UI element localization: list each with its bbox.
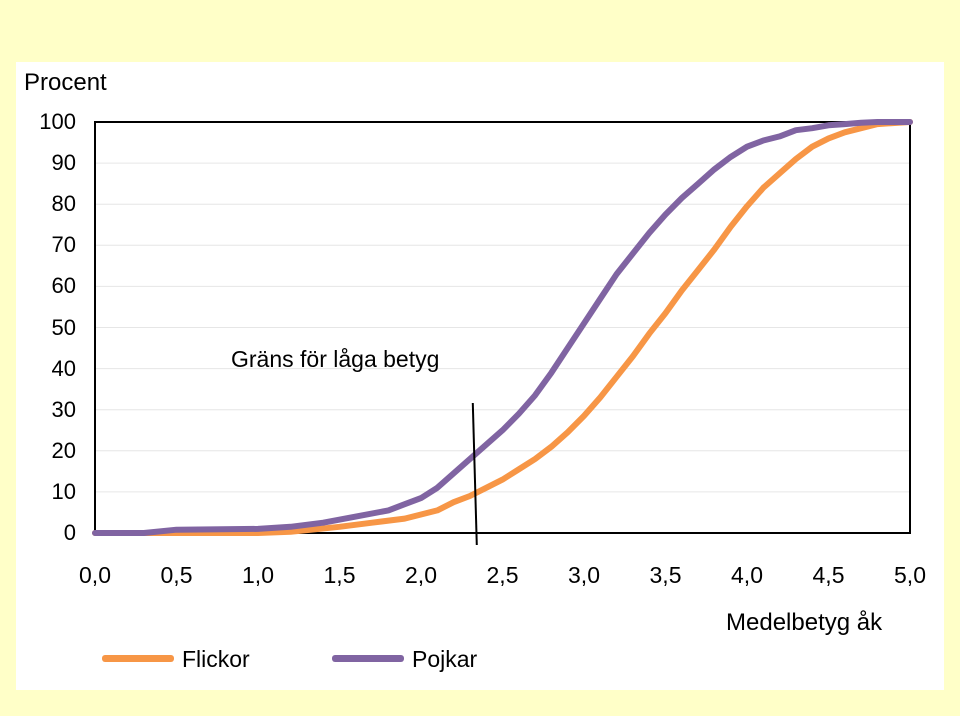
y-tick-label: 90 [51, 150, 76, 176]
legend-swatch-pojkar [332, 655, 404, 662]
x-tick-label: 3,5 [649, 562, 682, 588]
y-tick-label: 80 [51, 191, 76, 217]
series-line-pojkar [92, 119, 913, 536]
threshold-annotation: Gräns för låga betyg [231, 346, 440, 372]
x-tick-label: 4,0 [731, 562, 763, 588]
y-tick-label: 100 [39, 109, 76, 134]
gridlines [95, 162, 910, 493]
legend-label-pojkar: Pojkar [412, 646, 478, 672]
y-tick-label: 50 [51, 314, 76, 340]
x-tick-label: 2,5 [486, 562, 519, 588]
y-axis-title: Procent [24, 69, 107, 96]
x-tick-label: 5,0 [894, 562, 926, 588]
legend-label-flickor: Flickor [182, 646, 250, 672]
y-tick-label: 20 [51, 437, 76, 463]
y-tick-label: 60 [51, 273, 76, 299]
plot-area [94, 121, 911, 534]
y-tick-label: 70 [51, 232, 76, 258]
y-tick-label: 30 [51, 396, 76, 422]
x-tick-label: 0,0 [79, 562, 111, 588]
y-tick-label: 0 [63, 520, 76, 545]
x-axis-title: Medelbetyg åk [726, 609, 883, 636]
x-tick-label: 1,5 [323, 562, 356, 588]
x-tick-label: 0,5 [160, 562, 193, 588]
x-tick-label: 2,0 [405, 562, 437, 588]
series-lines [92, 119, 913, 536]
y-tick-label: 40 [51, 355, 76, 381]
threshold-line [471, 402, 478, 546]
series-line-flickor [92, 119, 913, 536]
x-tick-label: 1,0 [242, 562, 274, 588]
legend-swatch-flickor [102, 655, 174, 662]
y-tick-label: 10 [51, 478, 76, 504]
x-tick-label: 3,0 [568, 562, 600, 588]
x-tick-label: 4,5 [812, 562, 845, 588]
